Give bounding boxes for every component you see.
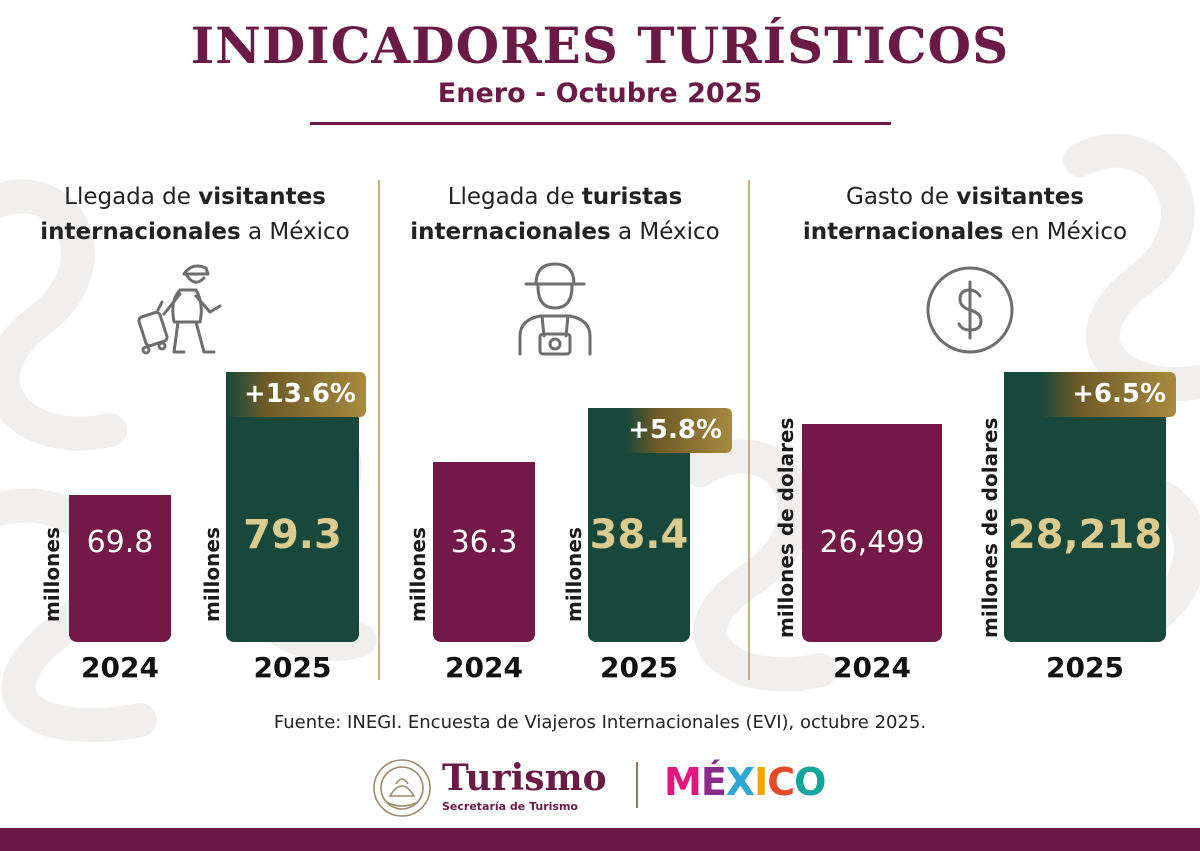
source-note: Fuente: INEGI. Encuesta de Viajeros Inte…: [273, 712, 927, 733]
panel-divider: [378, 180, 380, 680]
brand-letter: O: [794, 760, 826, 804]
bar-value-label: 79.3: [243, 512, 342, 558]
bar-2024-turistas: 36.3: [433, 461, 535, 642]
brand-letter: É: [700, 760, 727, 804]
traveler-with-suitcase-icon: [137, 264, 222, 355]
bar-value-label: 69.8: [86, 524, 154, 560]
panel-title-visitantes-gasto: Gasto de visitantes internacionales en M…: [802, 184, 1128, 245]
year-label: 2024: [833, 651, 911, 684]
mexico-brand-logo: MÉXICO: [664, 758, 826, 806]
year-label: 2024: [81, 651, 159, 684]
unit-label: millones: [406, 527, 430, 622]
year-label: 2025: [600, 651, 678, 684]
turismo-logo: Turismo: [442, 757, 607, 799]
change-badge: +6.5%: [1040, 372, 1176, 417]
logo-separator: [636, 762, 638, 808]
brand-letter: X: [725, 760, 755, 804]
unit-label: millones de dolares: [978, 417, 1002, 638]
government-seal-icon: [373, 759, 431, 817]
brand-letter: M: [664, 760, 702, 804]
dollar-coin-icon: [926, 266, 1014, 354]
bar-value-label: 36.3: [450, 524, 518, 560]
page-title: INDICADORES TURÍSTICOS: [190, 16, 1010, 75]
brand-letter: I: [754, 760, 768, 804]
bar-2024-gasto: 26,499: [802, 424, 942, 642]
panel-title-turistas-llegada: Llegada de turistas internacionales a Mé…: [410, 184, 720, 245]
bar-value-label: 26,499: [819, 524, 925, 560]
title-underline: [310, 122, 891, 125]
panel-title-visitantes-llegada: Llegada de visitantes internacionales a …: [40, 184, 350, 245]
year-label: 2025: [1046, 651, 1124, 684]
year-label: 2024: [445, 651, 523, 684]
unit-label: millones: [40, 527, 64, 622]
page-subtitle: Enero - Octubre 2025: [437, 78, 763, 109]
unit-label: millones: [562, 527, 586, 622]
bar-2024-visitantes: 69.8: [69, 494, 171, 642]
turismo-logo-subtitle: Secretaría de Turismo: [442, 800, 578, 813]
brand-letter: C: [767, 760, 795, 804]
change-badge: +13.6%: [226, 372, 366, 417]
unit-label: millones de dolares: [774, 417, 798, 638]
tourist-with-camera-icon: [518, 262, 592, 356]
panel-divider: [748, 180, 750, 680]
change-badge: +5.8%: [626, 408, 732, 453]
footer-band: [0, 828, 1200, 851]
year-label: 2025: [253, 651, 332, 684]
unit-label: millones: [200, 527, 224, 622]
bar-value-label: 38.4: [589, 512, 689, 558]
bar-value-label: 28,218: [1007, 512, 1163, 558]
